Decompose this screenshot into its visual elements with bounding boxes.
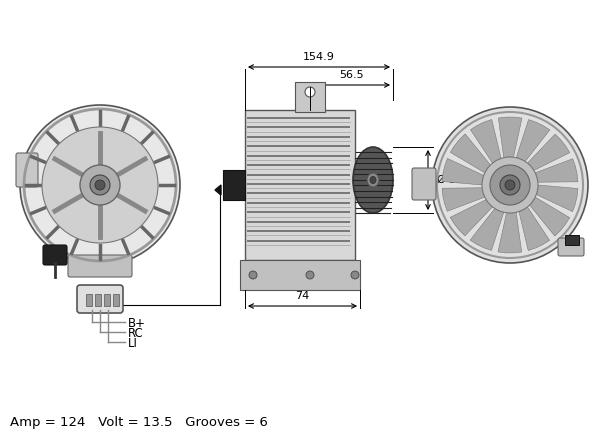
Polygon shape <box>442 188 485 211</box>
Text: Ø 53: Ø 53 <box>437 175 463 185</box>
Bar <box>223 170 245 200</box>
Circle shape <box>482 157 538 213</box>
Circle shape <box>490 165 530 205</box>
Ellipse shape <box>367 173 379 187</box>
Polygon shape <box>530 197 570 236</box>
Polygon shape <box>470 119 501 163</box>
Circle shape <box>80 165 120 205</box>
Circle shape <box>90 175 110 195</box>
Circle shape <box>95 180 105 190</box>
Circle shape <box>500 175 520 195</box>
Polygon shape <box>536 159 578 182</box>
Circle shape <box>351 271 359 279</box>
Bar <box>95 294 101 306</box>
Polygon shape <box>528 134 570 170</box>
Polygon shape <box>442 158 483 185</box>
Circle shape <box>249 271 257 279</box>
Circle shape <box>42 127 158 243</box>
Circle shape <box>306 271 314 279</box>
Text: 74: 74 <box>295 291 310 301</box>
Polygon shape <box>215 185 221 195</box>
Bar <box>245 110 355 260</box>
Bar <box>86 294 92 306</box>
Text: 154.9: 154.9 <box>303 52 335 62</box>
Polygon shape <box>450 200 492 236</box>
Bar <box>104 294 110 306</box>
Polygon shape <box>536 185 578 211</box>
Text: B+: B+ <box>128 317 146 330</box>
FancyBboxPatch shape <box>558 238 584 256</box>
Polygon shape <box>470 208 504 250</box>
FancyBboxPatch shape <box>68 255 132 277</box>
Text: LI: LI <box>128 337 138 350</box>
FancyBboxPatch shape <box>43 245 67 265</box>
Ellipse shape <box>353 147 393 213</box>
FancyBboxPatch shape <box>77 285 123 313</box>
Circle shape <box>305 87 315 97</box>
FancyBboxPatch shape <box>412 168 436 200</box>
Circle shape <box>505 180 515 190</box>
Polygon shape <box>519 207 549 251</box>
Text: Amp = 124   Volt = 13.5   Grooves = 6: Amp = 124 Volt = 13.5 Grooves = 6 <box>10 416 268 429</box>
Polygon shape <box>450 134 491 173</box>
Polygon shape <box>498 117 522 158</box>
Circle shape <box>432 107 588 263</box>
Bar <box>113 294 119 306</box>
FancyBboxPatch shape <box>16 153 38 187</box>
Text: 56.5: 56.5 <box>339 70 364 80</box>
Polygon shape <box>516 119 550 161</box>
Bar <box>565 235 579 245</box>
Circle shape <box>20 105 180 265</box>
Ellipse shape <box>370 177 376 184</box>
Bar <box>295 82 325 112</box>
Text: RC: RC <box>128 327 144 340</box>
Bar <box>240 260 360 290</box>
Polygon shape <box>498 212 522 253</box>
